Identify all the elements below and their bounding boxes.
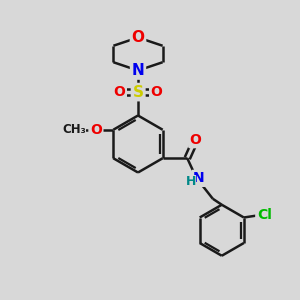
Text: O: O <box>90 123 102 137</box>
Text: O: O <box>131 30 145 45</box>
Text: N: N <box>193 171 205 185</box>
Text: O: O <box>113 85 125 99</box>
Text: CH₃: CH₃ <box>62 123 86 136</box>
Text: H: H <box>186 175 196 188</box>
Text: N: N <box>132 63 144 78</box>
Text: Cl: Cl <box>257 208 272 222</box>
Text: O: O <box>190 133 202 147</box>
Text: O: O <box>151 85 163 99</box>
Text: S: S <box>133 85 143 100</box>
